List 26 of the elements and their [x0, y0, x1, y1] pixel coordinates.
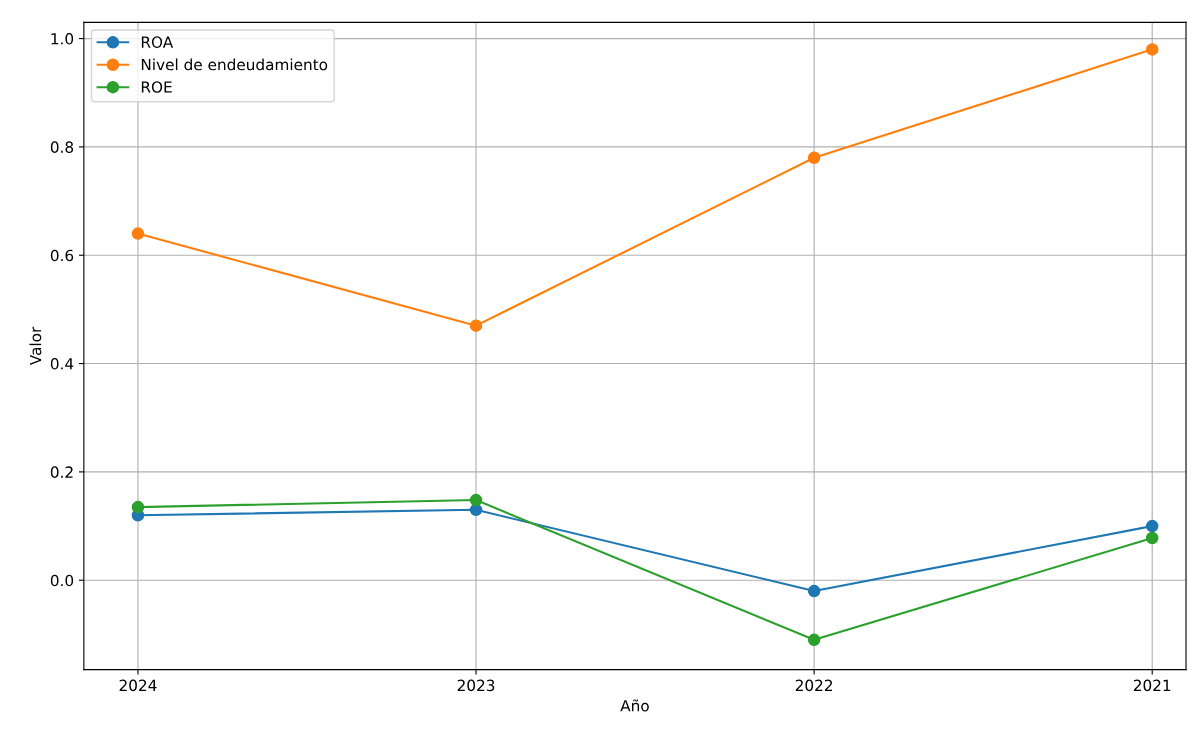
x-tick-label: 2023	[457, 679, 495, 692]
y-tick-label: 1.0	[51, 33, 74, 45]
point	[807, 633, 821, 647]
legend-label: ROE	[141, 81, 172, 93]
point	[469, 319, 483, 332]
point	[131, 500, 145, 514]
point	[469, 503, 483, 517]
y-tick-label: 0.8	[50, 141, 74, 153]
x-axis-title: Año	[620, 699, 649, 712]
point	[131, 227, 145, 240]
point	[807, 151, 821, 164]
point	[807, 584, 821, 598]
y-axis-title: Valor	[29, 326, 42, 366]
y-tick-label: 0.4	[50, 358, 74, 370]
point	[1145, 43, 1159, 56]
point	[1145, 519, 1159, 533]
y-tick-label: 0.6	[50, 249, 74, 262]
legend-label: Nivel de endeudamiento	[141, 58, 328, 71]
y-tick-label: 0.2	[50, 466, 73, 478]
y-tick-label: 0.0	[50, 574, 74, 587]
point	[1145, 531, 1159, 545]
point	[469, 493, 483, 507]
x-tick-label: 2022	[795, 679, 833, 692]
x-tick-label: 2021	[1133, 679, 1171, 692]
legend-label: ROA	[141, 36, 174, 48]
x-tick-label: 2024	[119, 679, 157, 692]
